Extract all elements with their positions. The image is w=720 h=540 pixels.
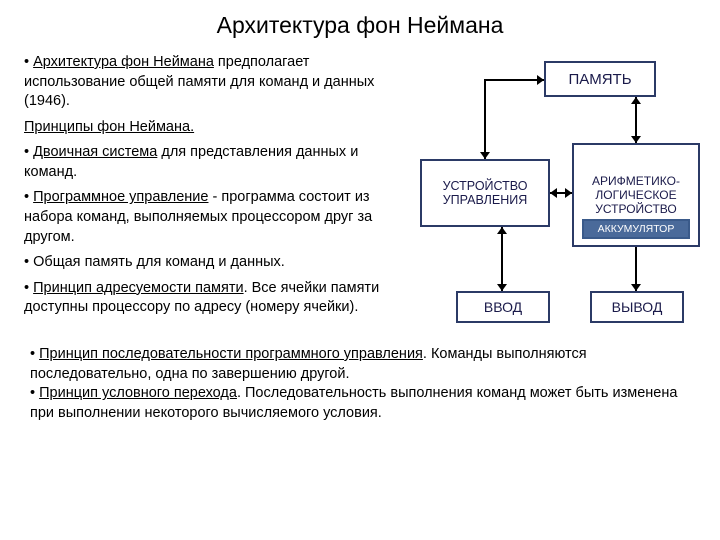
page-title: Архитектура фон Неймана xyxy=(0,0,720,47)
diagram-arrowhead-icon xyxy=(480,152,490,159)
principle-6: • Принцип условного перехода. Последоват… xyxy=(30,384,696,423)
diagram-arrowhead-icon xyxy=(565,188,572,198)
principle-1: • Двоичная система для представления дан… xyxy=(24,143,404,182)
diagram-box-label: ВВОД xyxy=(480,297,526,317)
principle-4: • Принцип адресуемости памяти. Все ячейк… xyxy=(24,279,404,318)
principle-2: • Программное управление - программа сос… xyxy=(24,188,404,247)
diagram-box-memory: ПАМЯТЬ xyxy=(544,61,656,97)
diagram-box-control: УСТРОЙСТВО УПРАВЛЕНИЯ xyxy=(420,159,550,227)
main-row: • Архитектура фон Неймана предполагает и… xyxy=(0,47,720,343)
diagram-area: ПАМЯТЬ УСТРОЙСТВО УПРАВЛЕНИЯ АРИФМЕТИКО-ЛО… xyxy=(414,53,706,343)
diagram-box-output: ВЫВОД xyxy=(590,291,684,323)
diagram-arrowhead-icon xyxy=(497,284,507,291)
intro-lead: Архитектура фон Неймана xyxy=(33,54,214,70)
diagram-arrow-segment xyxy=(484,103,486,159)
diagram-box-label: ПАМЯТЬ xyxy=(564,69,635,90)
principle-5: • Принцип последовательности программног… xyxy=(30,345,696,384)
diagram-arrow-segment xyxy=(484,79,486,105)
diagram-arrow-segment xyxy=(484,79,544,81)
diagram-box-label: ВЫВОД xyxy=(608,297,667,317)
intro-paragraph: • Архитектура фон Неймана предполагает и… xyxy=(24,53,404,112)
diagram-arrowhead-icon xyxy=(631,97,641,104)
diagram-box-label: УСТРОЙСТВО УПРАВЛЕНИЯ xyxy=(422,177,548,209)
diagram-box-accumulator: АККУМУЛЯТОР xyxy=(582,219,690,239)
principles-heading: Принципы фон Неймана. xyxy=(24,118,404,138)
diagram-box-label: АРИФМЕТИКО-ЛОГИЧЕСКОЕ УСТРОЙСТВО xyxy=(574,172,698,218)
diagram-box-input: ВВОД xyxy=(456,291,550,323)
text-column: • Архитектура фон Неймана предполагает и… xyxy=(24,53,404,343)
diagram-arrowhead-icon xyxy=(537,75,544,85)
diagram-arrowhead-icon xyxy=(631,284,641,291)
diagram-arrowhead-icon xyxy=(631,136,641,143)
bullet: • xyxy=(24,54,33,70)
diagram-arrowhead-icon xyxy=(497,227,507,234)
diagram-arrow-segment xyxy=(501,227,503,291)
principle-3: • Общая память для команд и данных. xyxy=(24,253,404,273)
diagram-arrowhead-icon xyxy=(550,188,557,198)
bottom-text: • Принцип последовательности программног… xyxy=(0,343,720,423)
diagram-box-label: АККУМУЛЯТОР xyxy=(594,221,679,237)
